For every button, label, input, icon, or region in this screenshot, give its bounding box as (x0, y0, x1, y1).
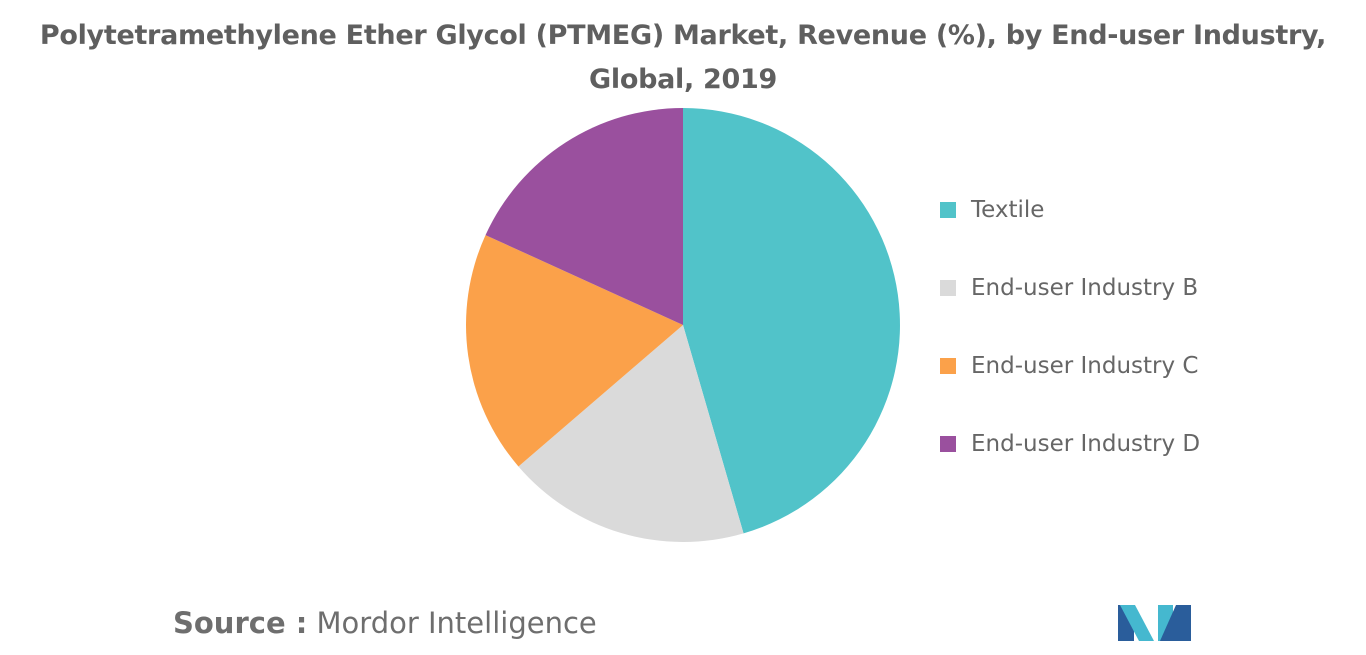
source-value: Mordor Intelligence (316, 606, 597, 640)
logo-right-leg (1160, 605, 1191, 641)
chart-title: Polytetramethylene Ether Glycol (PTMEG) … (0, 14, 1366, 102)
legend-swatch (940, 358, 956, 374)
pie-slice-end-user-industry-b (518, 325, 744, 542)
legend-item: End-user Industry C (940, 344, 1200, 388)
legend-label: Textile (971, 197, 1045, 223)
legend-item: End-user Industry D (940, 422, 1200, 466)
legend-label: End-user Industry C (971, 353, 1199, 379)
chart-title-line-2: Global, 2019 (589, 64, 777, 95)
legend-label: End-user Industry B (971, 275, 1199, 301)
source-label: Source : (173, 606, 308, 640)
pie-slice-end-user-industry-d (485, 108, 683, 325)
chart-title-line-1: Polytetramethylene Ether Glycol (PTMEG) … (39, 20, 1327, 51)
source-note: Source : Mordor Intelligence (173, 606, 597, 640)
legend-label: End-user Industry D (971, 431, 1201, 457)
logo-left-diagonal (1120, 605, 1154, 641)
pie-slice-textile (683, 108, 900, 534)
mordor-intelligence-logo-icon (1118, 605, 1191, 641)
legend-item: Textile (940, 188, 1200, 232)
chart-legend: Textile End-user Industry B End-user Indus… (940, 188, 1200, 500)
legend-item: End-user Industry B (940, 266, 1200, 310)
legend-swatch (940, 202, 956, 218)
pie-slices (466, 108, 900, 542)
legend-swatch (940, 280, 956, 296)
legend-swatch (940, 436, 956, 452)
pie-slice-end-user-industry-c (466, 235, 683, 467)
